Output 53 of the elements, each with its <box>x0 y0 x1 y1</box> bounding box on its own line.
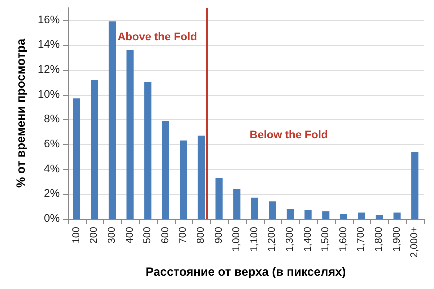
x-tick-label: 200 <box>89 226 100 244</box>
x-tick-label: 400 <box>124 226 136 244</box>
bar <box>412 152 419 219</box>
y-axis-title: % от времени просмотра <box>14 38 28 188</box>
bar <box>126 50 134 219</box>
y-tick-label: 8% <box>44 114 60 126</box>
bar <box>216 178 223 219</box>
x-tick-label: 1,100 <box>249 226 260 252</box>
bar <box>108 22 116 219</box>
bar <box>162 120 170 219</box>
x-tick-label: 800 <box>196 226 207 244</box>
bar <box>322 212 330 219</box>
bar <box>269 202 276 219</box>
y-tick-label: 4% <box>44 163 60 176</box>
bar <box>198 136 206 219</box>
x-axis-title: Расстояние от верха (в пикселях) <box>146 264 346 279</box>
x-tick-label: 1,700 <box>356 226 368 252</box>
x-tick-label: 1,600 <box>338 226 350 252</box>
bar <box>73 98 80 219</box>
y-tick-label: 2% <box>44 188 60 200</box>
y-tick-label: 10% <box>38 88 60 101</box>
annotation: Above the Fold <box>118 32 198 44</box>
bar <box>340 214 348 219</box>
x-tick-label: 500 <box>142 226 154 244</box>
x-tick-label: 1,400 <box>302 226 314 252</box>
bar <box>180 140 188 219</box>
bar <box>144 82 152 219</box>
x-tick-label: 600 <box>160 226 172 244</box>
x-tick-label: 1,900 <box>392 226 403 252</box>
x-tick-label: 900 <box>214 226 225 244</box>
x-tick-label: 2,000+ <box>410 226 421 258</box>
x-tick-label: 1,200 <box>267 226 278 252</box>
bar <box>394 212 401 219</box>
x-tick-label: 1,000 <box>232 226 243 252</box>
x-tick-label: 700 <box>178 226 190 244</box>
bar <box>358 212 366 219</box>
x-tick-label: 1,500 <box>320 226 332 252</box>
x-tick-label: 1,800 <box>374 226 385 252</box>
y-tick-label: 14% <box>38 39 60 52</box>
y-tick-label: 16% <box>38 14 60 26</box>
bar <box>304 210 312 219</box>
y-tick-label: 0% <box>44 213 60 225</box>
x-tick-label: 300 <box>107 226 118 244</box>
x-tick-label: 100 <box>71 226 82 244</box>
bar <box>286 209 294 219</box>
bar <box>234 189 241 219</box>
y-tick-label: 12% <box>38 64 60 76</box>
y-tick-label: 6% <box>44 138 60 151</box>
bar <box>91 80 98 219</box>
bar <box>376 215 384 219</box>
x-tick-label: 1,300 <box>285 226 296 252</box>
bar <box>251 198 258 219</box>
annotation: Below the Fold <box>250 130 328 142</box>
